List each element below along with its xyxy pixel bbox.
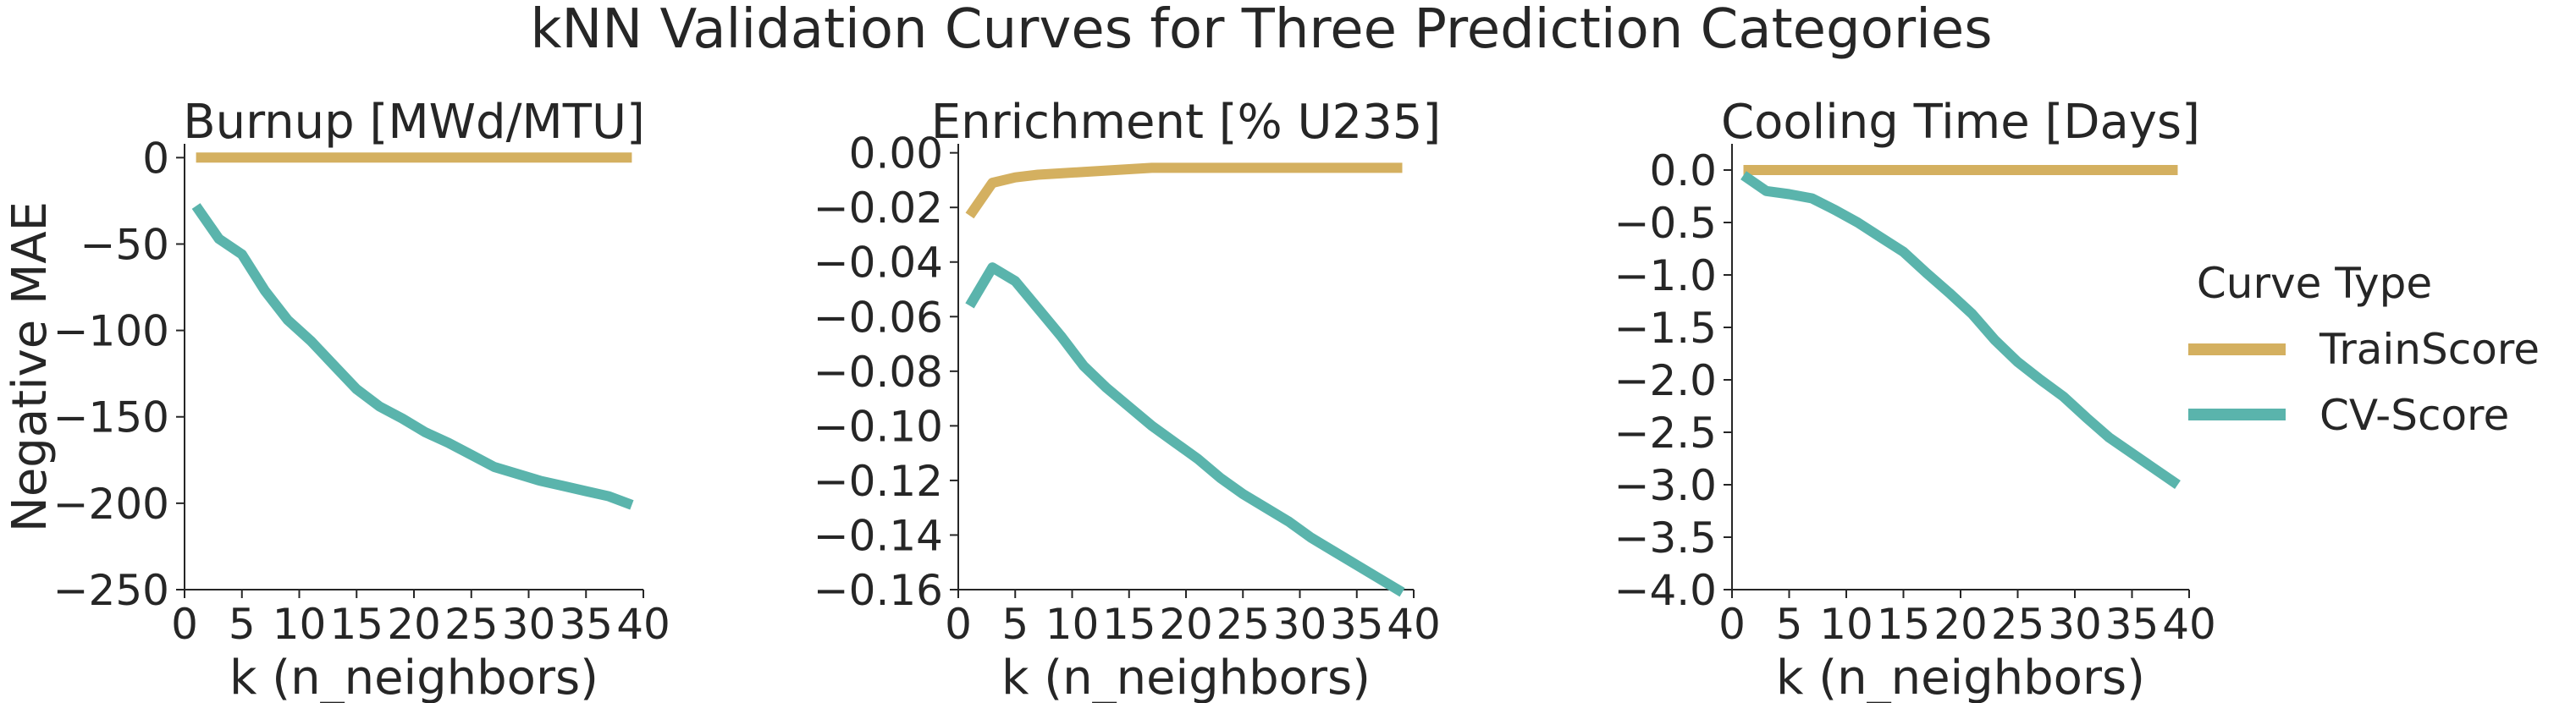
y-tick-label: −1.0 bbox=[1614, 251, 1717, 300]
x-tick-label: 5 bbox=[1776, 600, 1803, 649]
y-tick-label: −100 bbox=[53, 307, 169, 356]
x-tick-label: 15 bbox=[1102, 600, 1156, 649]
series-line-cv-score bbox=[1740, 171, 2181, 489]
series-line-trainscore bbox=[965, 162, 1403, 219]
y-tick-label: −4.0 bbox=[1614, 566, 1717, 615]
x-tick-label: 25 bbox=[1991, 600, 2045, 649]
y-tick-label: 0.00 bbox=[849, 129, 943, 178]
x-tick-label: 40 bbox=[2162, 600, 2216, 649]
x-axis-label: k (n_neighbors) bbox=[1776, 651, 2145, 703]
x-tick-label: 40 bbox=[1387, 600, 1441, 649]
y-tick-label: 0.0 bbox=[1649, 146, 1717, 195]
subplot-panels: 0 5 10 15 20 25 30 35 400−50−100−150−200−250Burn… bbox=[3, 95, 2216, 703]
y-tick-label: −0.04 bbox=[814, 239, 943, 288]
x-tick-label: 10 bbox=[1045, 600, 1100, 649]
x-tick-label: 0 bbox=[945, 600, 972, 649]
x-tick-label: 30 bbox=[2048, 600, 2102, 649]
x-tick-label: 10 bbox=[1819, 600, 1873, 649]
x-tick-label: 15 bbox=[1877, 600, 1931, 649]
y-tick-label: −2.5 bbox=[1614, 409, 1717, 458]
y-tick-label: −0.08 bbox=[814, 348, 943, 397]
legend-label-cv-score: CV-Score bbox=[2320, 391, 2509, 440]
y-tick-label: −3.0 bbox=[1614, 461, 1717, 510]
series-line-cv-score bbox=[191, 203, 634, 510]
y-tick-label: −0.10 bbox=[814, 402, 943, 451]
x-tick-label: 25 bbox=[1216, 600, 1270, 649]
subplot-title: Cooling Time [Days] bbox=[1721, 95, 2200, 150]
x-tick-label: 0 bbox=[1718, 600, 1746, 649]
x-axis-label: k (n_neighbors) bbox=[229, 651, 598, 703]
y-tick-label: −200 bbox=[53, 480, 169, 529]
subplot-2: 0 5 10 15 20 25 30 35 40 0.00 −0.02 −0.04 −0.06 −0.08… bbox=[814, 95, 1442, 703]
subplot-3: 0 5 10 15 20 25 30 35 400.0−0.5−1.0−1.5−2.0−2.5−… bbox=[1614, 95, 2216, 703]
y-axis-label: Negative MAE bbox=[3, 201, 58, 532]
subplot-1: 0 5 10 15 20 25 30 35 400−50−100−150−200−250Burn… bbox=[3, 95, 670, 703]
x-tick-label: 10 bbox=[273, 600, 327, 649]
x-tick-label: 5 bbox=[1001, 600, 1029, 649]
x-axis-label: k (n_neighbors) bbox=[1001, 651, 1371, 703]
x-tick-label: 40 bbox=[616, 600, 670, 649]
x-tick-label: 20 bbox=[1933, 600, 1988, 649]
y-tick-label: −50 bbox=[80, 220, 169, 269]
x-tick-label: 25 bbox=[444, 600, 499, 649]
subplot-title: Enrichment [% U235] bbox=[931, 95, 1442, 150]
legend: Curve Type TrainScore CV-Score bbox=[2188, 259, 2540, 440]
x-tick-label: 0 bbox=[171, 600, 198, 649]
y-tick-label: −0.16 bbox=[814, 566, 943, 615]
x-tick-label: 30 bbox=[502, 600, 556, 649]
y-tick-label: −1.5 bbox=[1614, 304, 1717, 353]
y-tick-label: −0.12 bbox=[814, 457, 943, 506]
x-tick-label: 35 bbox=[559, 600, 613, 649]
x-tick-label: 35 bbox=[1330, 600, 1384, 649]
x-tick-label: 20 bbox=[1159, 600, 1213, 649]
y-tick-label: −150 bbox=[53, 393, 169, 442]
y-tick-label: −2.0 bbox=[1614, 356, 1717, 405]
x-tick-label: 35 bbox=[2105, 600, 2160, 649]
y-tick-label: −0.14 bbox=[814, 511, 943, 560]
y-tick-label: −250 bbox=[53, 566, 169, 615]
subplot-title: Burnup [MWd/MTU] bbox=[183, 95, 645, 150]
x-tick-label: 5 bbox=[229, 600, 256, 649]
legend-label-trainscore: TrainScore bbox=[2319, 325, 2540, 374]
legend-title: Curve Type bbox=[2197, 259, 2432, 308]
figure-title: kNN Validation Curves for Three Predicti… bbox=[530, 0, 1992, 61]
x-tick-label: 20 bbox=[387, 600, 441, 649]
x-tick-label: 15 bbox=[329, 600, 383, 649]
x-tick-label: 30 bbox=[1273, 600, 1327, 649]
y-tick-label: −3.5 bbox=[1614, 514, 1717, 563]
y-tick-label: −0.5 bbox=[1614, 199, 1717, 248]
y-tick-label: −0.02 bbox=[814, 184, 943, 233]
y-tick-label: 0 bbox=[142, 134, 169, 183]
y-tick-label: −0.06 bbox=[814, 293, 943, 342]
series-line-cv-score bbox=[965, 262, 1405, 597]
